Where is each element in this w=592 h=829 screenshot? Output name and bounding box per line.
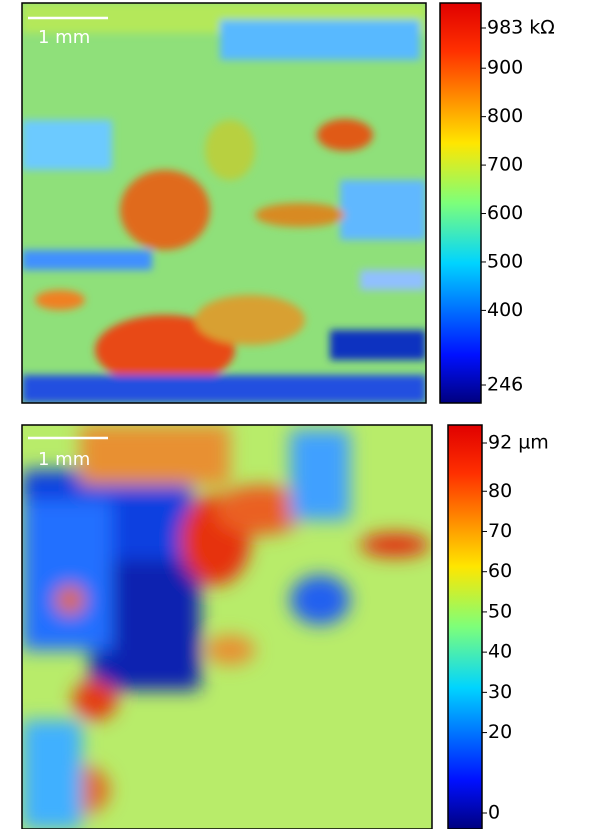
colorbar-tick-label: 50 (488, 600, 512, 622)
colorbar-tick-label: 400 (487, 299, 523, 321)
colorbar-tick-label: 0 (488, 802, 500, 824)
figure: 1 mm 1 mm 983 kΩ90080070060050040024692 … (0, 0, 592, 829)
heatmap-image (22, 425, 432, 829)
colorbar (448, 425, 482, 829)
colorbar-tick-label: 92 µm (488, 432, 549, 454)
colorbar-tick-label: 80 (488, 480, 512, 502)
colorbar-tick-label: 800 (487, 105, 523, 127)
colorbar-tick-label: 20 (488, 721, 512, 743)
colorbar-tick-label: 983 kΩ (487, 17, 555, 39)
colorbar (440, 3, 481, 403)
colorbar-tick-label: 30 (488, 681, 512, 703)
colorbar-tick-label: 700 (487, 154, 523, 176)
scale-bar-label: 1 mm (38, 449, 90, 470)
colorbar-tick-label: 900 (487, 57, 523, 79)
colorbar-tick-label: 246 (487, 374, 523, 396)
colorbar-tick-label: 40 (488, 641, 512, 663)
colorbar-tick-label: 60 (488, 560, 512, 582)
colorbar-tick-label: 70 (488, 520, 512, 542)
heatmap-image (22, 3, 426, 403)
colorbar-tick-label: 500 (487, 250, 523, 272)
colorbar-tick-label: 600 (487, 202, 523, 224)
scale-bar-label: 1 mm (38, 27, 90, 48)
